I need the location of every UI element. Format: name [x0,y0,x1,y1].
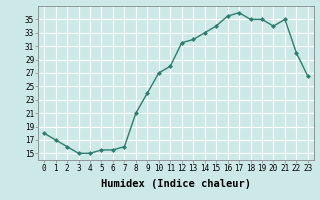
X-axis label: Humidex (Indice chaleur): Humidex (Indice chaleur) [101,179,251,189]
